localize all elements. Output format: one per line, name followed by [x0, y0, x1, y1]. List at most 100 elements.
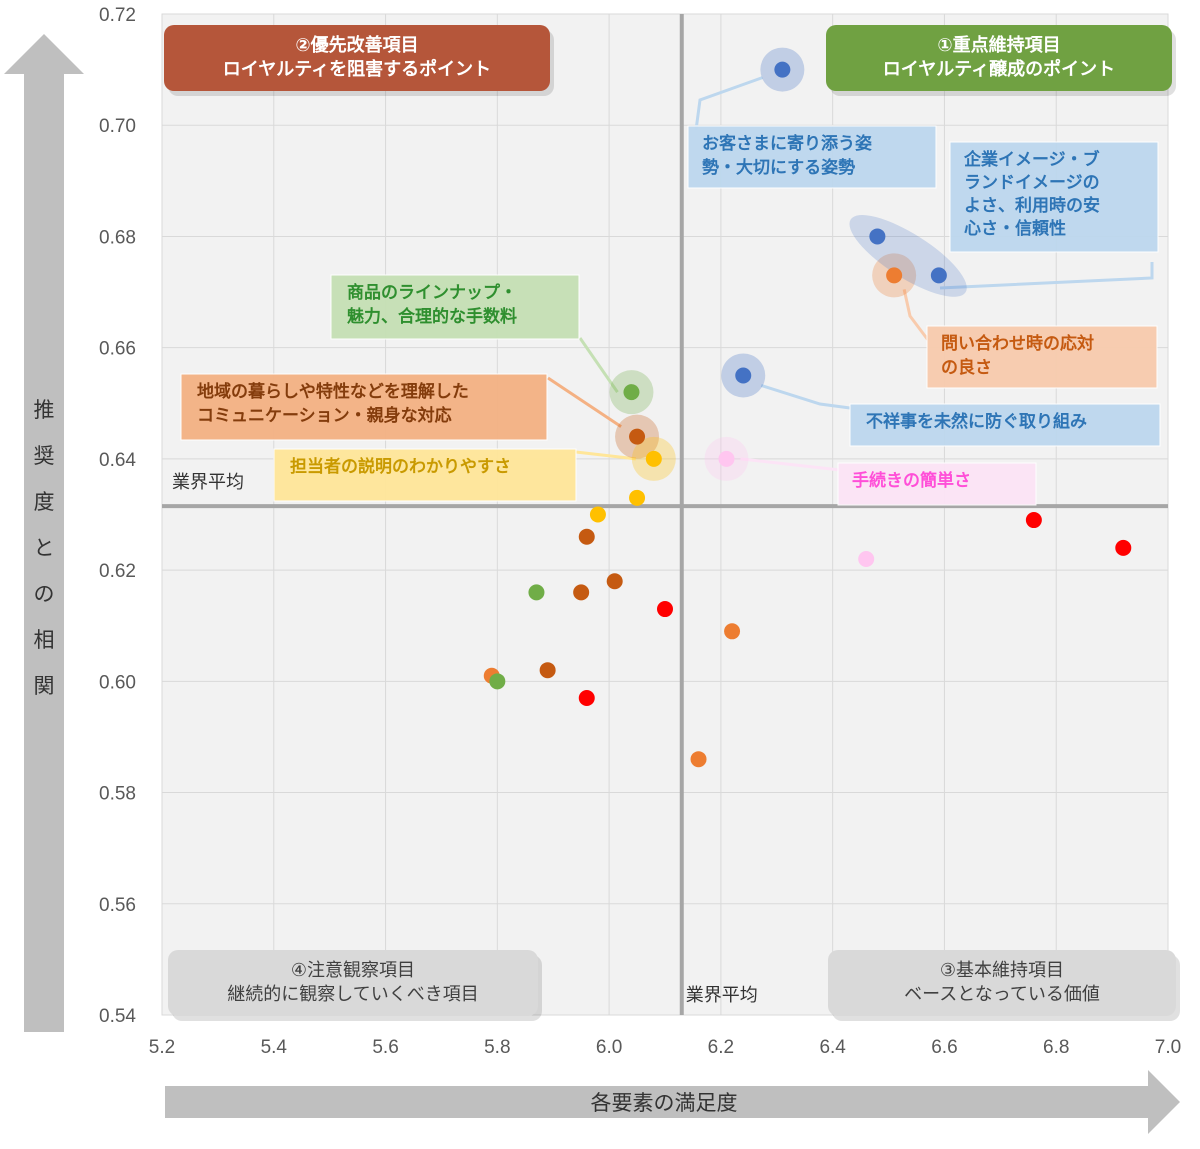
y-tick-label: 0.60	[99, 672, 136, 693]
data-point	[690, 751, 707, 768]
y-tick-label: 0.62	[99, 561, 136, 582]
annotation-label-line: 魅力、合理的な手数料	[347, 306, 517, 327]
x-tick-label: 5.6	[372, 1037, 398, 1058]
data-point	[1115, 539, 1132, 556]
annotation-label-line: よさ、利用時の安	[964, 195, 1100, 216]
x-tick-label: 5.2	[149, 1037, 175, 1058]
y-tick-label: 0.56	[99, 895, 136, 916]
data-point	[606, 573, 623, 590]
annotation-connector	[694, 76, 763, 131]
annotation-box-a5: 担当者の説明のわかりやすさ	[273, 448, 577, 502]
data-point	[718, 450, 735, 467]
annotation-connector	[939, 262, 1154, 290]
data-point	[528, 584, 545, 601]
annotation-label-line: コミュニケーション・親身な対応	[197, 405, 452, 426]
x-tick-label: 5.4	[261, 1037, 288, 1058]
data-point	[735, 367, 752, 384]
x-tick-label: 7.0	[1155, 1037, 1181, 1058]
data-point	[645, 450, 662, 467]
data-point	[578, 528, 595, 545]
annotation-connector	[902, 289, 930, 341]
data-point	[629, 428, 646, 445]
y-axis-arrow	[4, 34, 84, 1032]
annotation-box-a3: 商品のラインナップ・魅力、合理的な手数料	[330, 274, 580, 340]
annotation-connector	[575, 450, 636, 461]
data-point	[489, 673, 506, 690]
y-axis-title-char: 推	[34, 398, 55, 422]
annotation-label-line: の良さ	[941, 357, 992, 378]
avg-x-label: 業界平均	[686, 985, 758, 1006]
y-axis-title-char: 相	[34, 628, 55, 652]
data-point	[774, 61, 791, 78]
y-tick-label: 0.68	[99, 227, 136, 248]
y-axis-title-char: の	[34, 582, 55, 606]
annotation-connector	[760, 384, 851, 410]
y-tick-label: 0.54	[99, 1006, 136, 1027]
quadrant-label-line: ベースとなっている価値	[904, 984, 1100, 1005]
annotation-box-a8: 手続きの簡単さ	[837, 462, 1037, 506]
data-point	[1025, 512, 1042, 529]
annotation-connector	[547, 376, 622, 428]
y-axis-title-char: 関	[34, 674, 55, 698]
annotation-label-line: 企業イメージ・ブ	[963, 149, 1100, 170]
data-point	[858, 550, 875, 567]
quadrant-label-line: ロイヤルティ醸成のポイント	[883, 58, 1115, 80]
data-point	[573, 584, 590, 601]
y-tick-label: 0.66	[99, 339, 136, 360]
x-tick-label: 6.8	[1043, 1037, 1069, 1058]
data-point	[724, 623, 741, 640]
avg-y-label: 業界平均	[172, 472, 244, 493]
data-point	[539, 662, 556, 679]
annotation-label-line: 不祥事を未然に防ぐ取り組み	[866, 411, 1087, 432]
data-point	[657, 601, 673, 618]
y-tick-label: 0.72	[99, 5, 136, 26]
x-axis-title: 各要素の満足度	[591, 1091, 738, 1115]
annotation-label-line: 手続きの簡単さ	[852, 470, 971, 491]
data-point	[578, 690, 595, 707]
y-tick-label: 0.70	[99, 116, 136, 137]
annotation-label-line: ランドイメージの	[964, 173, 1100, 193]
annotation-label-line: 地域の暮らしや特性などを理解した	[197, 381, 469, 402]
quadrant-label-line: ②優先改善項目	[295, 34, 418, 56]
annotation-label-line: 問い合わせ時の応対	[941, 333, 1094, 354]
data-point	[629, 489, 646, 506]
y-axis-title-char: と	[34, 536, 55, 560]
x-tick-label: 6.2	[708, 1037, 734, 1058]
data-point	[589, 506, 606, 523]
data-point	[930, 267, 947, 284]
y-axis-title-char: 度	[34, 490, 55, 514]
annotation-connector	[578, 337, 619, 394]
quadrant-label-line: ロイヤルティを阻害するポイント	[223, 58, 491, 80]
y-axis-title-char: 奨	[34, 444, 55, 468]
annotation-label-line: 担当者の説明のわかりやすさ	[290, 456, 511, 477]
x-tick-label: 6.6	[931, 1037, 957, 1058]
quadrant-label-line: ①重点維持項目	[937, 34, 1060, 56]
x-tick-label: 6.0	[596, 1037, 622, 1058]
annotation-connector	[740, 457, 841, 472]
quadrant-label-line: ③基本維持項目	[940, 960, 1064, 981]
quadrant-label-line: ④注意観察項目	[291, 960, 415, 981]
annotation-label-line: 心さ・信頼性	[964, 218, 1066, 239]
annotation-label-line: 勢・大切にする姿勢	[702, 157, 855, 178]
data-point	[886, 267, 903, 284]
x-tick-label: 6.4	[819, 1037, 846, 1058]
annotation-box-a7: 不祥事を未然に防ぐ取り組み	[849, 403, 1161, 447]
x-tick-label: 5.8	[484, 1037, 510, 1058]
annotation-label-line: お客さまに寄り添う姿	[702, 133, 872, 154]
y-tick-label: 0.58	[99, 784, 136, 805]
quadrant-label-line: 継続的に観察していくべき項目	[227, 984, 478, 1005]
data-point	[869, 228, 886, 245]
x-axis-arrow	[165, 1070, 1180, 1134]
data-point	[623, 384, 640, 401]
annotation-label-line: 商品のラインナップ・	[347, 282, 517, 303]
